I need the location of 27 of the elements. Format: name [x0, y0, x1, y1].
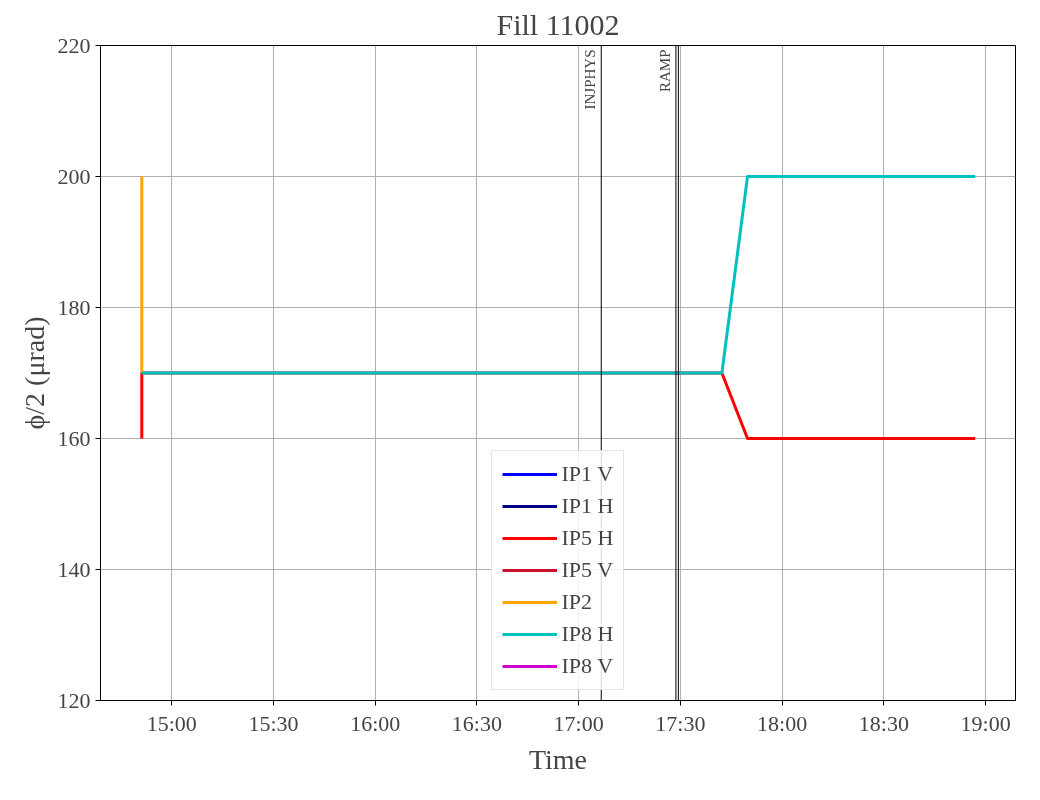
ref-line-label: INJPHYS — [582, 49, 599, 110]
y-tick-label: 180 — [57, 294, 91, 320]
y-tick-label: 220 — [57, 32, 91, 58]
y-axis-title: ϕ/2 (μrad) — [18, 316, 50, 430]
legend-label: IP2 — [561, 589, 593, 615]
legend-label: IP5 V — [561, 557, 614, 583]
legend-label: IP1 H — [561, 493, 614, 519]
x-axis-title: Time — [528, 743, 588, 775]
legend-label: IP8 H — [561, 621, 614, 647]
y-tick-label: 200 — [57, 163, 91, 189]
y-tick-label: 160 — [57, 425, 91, 451]
legend-label: IP1 V — [561, 461, 614, 487]
x-tick-label: 16:30 — [451, 710, 502, 736]
legend-label: IP5 H — [561, 525, 614, 551]
chart-title: Fill 11002 — [496, 7, 620, 41]
x-tick-label: 19:00 — [960, 710, 1011, 736]
x-tick-label: 15:00 — [146, 710, 197, 736]
ref-line-label: RAMP — [656, 49, 673, 93]
x-tick-label: 15:30 — [248, 710, 299, 736]
x-tick-label: 16:00 — [350, 710, 401, 736]
x-tick-label: 17:30 — [655, 710, 706, 736]
y-tick-label: 140 — [57, 556, 91, 582]
x-tick-label: 18:30 — [858, 710, 909, 736]
x-tick-label: 17:00 — [553, 710, 604, 736]
y-tick-label: 120 — [57, 687, 91, 713]
x-tick-label: 18:00 — [757, 710, 808, 736]
legend-label: IP8 V — [561, 653, 614, 679]
